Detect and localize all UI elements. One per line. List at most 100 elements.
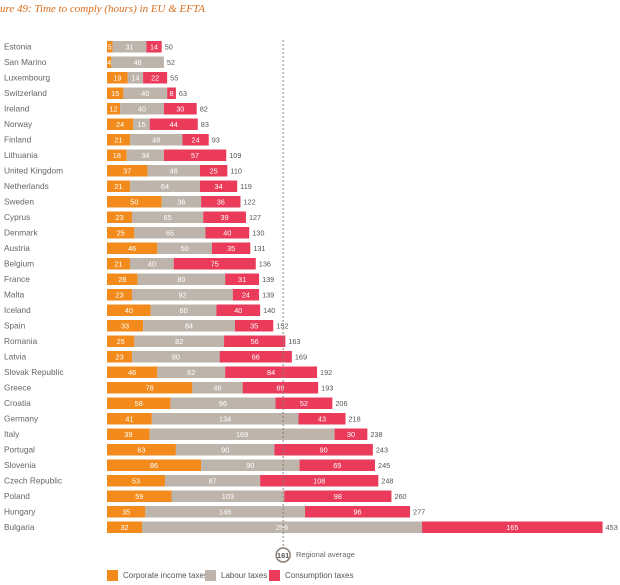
- bar-value-label-united-kingdom-0: 37: [123, 166, 131, 175]
- bar-total-label-finland: 93: [212, 135, 220, 144]
- bar-total-label-slovak-republic: 192: [320, 368, 332, 377]
- bar-total-label-sweden: 122: [243, 197, 255, 206]
- bar-total-label-norway: 83: [201, 120, 209, 129]
- bar-segment-portugal-0: [107, 444, 176, 456]
- legend-label-labour: Labour taxes: [221, 571, 268, 580]
- bar-segment-portugal-1: [175, 444, 275, 456]
- bar-total-label-hungary: 277: [413, 507, 425, 516]
- category-label-poland: Poland: [4, 491, 30, 501]
- legend-item-labour: Labour taxes: [205, 570, 267, 581]
- category-label-malta: Malta: [4, 289, 25, 299]
- bar-segment-austria-2: [212, 242, 251, 254]
- category-label-bulgaria: Bulgaria: [4, 522, 35, 532]
- bar-segment-netherlands-0: [107, 180, 130, 192]
- bar-segment-estonia-2: [146, 41, 162, 53]
- bar-segment-iceland-1: [150, 304, 217, 316]
- bar-segment-slovenia-0: [107, 459, 202, 471]
- category-label-sweden: Sweden: [4, 196, 34, 206]
- bar-value-label-iceland-1: 60: [180, 306, 188, 315]
- bar-value-label-iceland-2: 40: [234, 306, 242, 315]
- bar-total-label-czech-republic: 248: [381, 476, 393, 485]
- bar-segment-spain-2: [234, 320, 274, 332]
- bar-value-label-spain-2: 35: [250, 321, 258, 330]
- bar-segment-netherlands-2: [199, 180, 238, 192]
- bar-value-label-belgium-0: 21: [114, 259, 122, 268]
- bar-segment-slovenia-2: [299, 459, 376, 471]
- bar-segment-estonia-1: [112, 41, 147, 53]
- bar-value-label-finland-1: 48: [152, 135, 160, 144]
- bar-segment-croatia-1: [170, 397, 276, 409]
- bar-value-label-romania-0: 25: [117, 337, 125, 346]
- category-label-cyprus: Cyprus: [4, 212, 30, 222]
- bar-value-label-poland-1: 103: [222, 492, 234, 501]
- bar-value-label-bulgaria-0: 32: [120, 523, 128, 532]
- bar-segment-malta-1: [132, 289, 233, 301]
- bar-value-label-cyprus-2: 39: [221, 213, 229, 222]
- bar-value-label-belgium-2: 75: [211, 259, 219, 268]
- regional-average-value: 161: [277, 551, 289, 560]
- bar-value-label-sweden-2: 36: [217, 197, 225, 206]
- bar-segment-norway-0: [107, 118, 134, 130]
- bar-segment-czech-republic-1: [164, 475, 261, 487]
- bar-value-label-san-marino-0: 4: [107, 58, 111, 67]
- bar-value-label-malta-0: 23: [116, 290, 124, 299]
- bar-value-label-greece-1: 46: [213, 383, 221, 392]
- bar-segment-austria-0: [107, 242, 158, 254]
- bar-segment-hungary-0: [107, 506, 146, 518]
- bar-segment-slovak-republic-1: [157, 366, 226, 378]
- category-label-hungary: Hungary: [4, 506, 36, 516]
- bar-segment-italy-0: [107, 428, 150, 440]
- bar-value-label-cyprus-0: 23: [116, 213, 124, 222]
- bar-value-label-latvia-0: 23: [116, 352, 124, 361]
- bar-value-label-norway-0: 24: [116, 120, 124, 129]
- category-label-san-marino: San Marino: [4, 57, 47, 67]
- category-label-slovak-republic: Slovak Republic: [4, 367, 64, 377]
- category-label-spain: Spain: [4, 320, 26, 330]
- bar-total-label-cyprus: 127: [249, 213, 261, 222]
- bar-segment-netherlands-1: [129, 180, 200, 192]
- regional-average-marker: [275, 547, 291, 563]
- bar-segment-san-marino-1: [111, 56, 164, 68]
- bar-segment-bulgaria-0: [107, 521, 143, 533]
- bar-value-label-netherlands-0: 21: [114, 182, 122, 191]
- bar-segment-belgium-0: [107, 258, 130, 270]
- bar-segment-denmark-0: [107, 227, 135, 239]
- category-label-slovenia: Slovenia: [4, 460, 36, 470]
- bar-segment-finland-0: [107, 134, 130, 146]
- bar-value-label-united-kingdom-2: 25: [210, 166, 218, 175]
- bar-value-label-bulgaria-1: 256: [276, 523, 288, 532]
- bar-total-label-switzerland: 63: [179, 89, 187, 98]
- bar-segment-sweden-1: [161, 196, 202, 208]
- bar-segment-luxembourg-1: [127, 72, 144, 84]
- bar-total-label-croatia: 206: [335, 399, 347, 408]
- bar-segment-croatia-0: [107, 397, 171, 409]
- bar-total-label-poland: 260: [394, 492, 406, 501]
- category-label-denmark: Denmark: [4, 227, 39, 237]
- bar-value-label-latvia-2: 66: [252, 352, 260, 361]
- bar-value-label-luxembourg-0: 19: [113, 73, 121, 82]
- legend-item-corporate: Corporate income taxes: [107, 570, 208, 581]
- bar-segment-slovak-republic-0: [107, 366, 158, 378]
- bar-segment-france-0: [107, 273, 138, 285]
- bar-segment-norway-2: [149, 118, 198, 130]
- bar-value-label-denmark-1: 65: [166, 228, 174, 237]
- bar-segment-belgium-1: [129, 258, 174, 270]
- legend-swatch-consumption: [269, 570, 280, 581]
- category-label-romania: Romania: [4, 336, 38, 346]
- bar-value-label-france-1: 80: [177, 275, 185, 284]
- bar-value-label-united-kingdom-1: 48: [170, 166, 178, 175]
- bar-total-label-spain: 152: [276, 321, 288, 330]
- bar-segment-cyprus-1: [132, 211, 204, 223]
- bar-value-label-croatia-1: 96: [219, 399, 227, 408]
- bar-value-label-slovak-republic-1: 62: [187, 368, 195, 377]
- bar-segment-poland-0: [107, 490, 172, 502]
- bar-segment-lithuania-0: [107, 149, 127, 161]
- bar-value-label-hungary-1: 146: [219, 507, 231, 516]
- bar-segment-germany-1: [151, 413, 299, 425]
- bar-segment-cyprus-0: [107, 211, 133, 223]
- category-label-luxembourg: Luxembourg: [4, 72, 51, 82]
- category-label-belgium: Belgium: [4, 258, 34, 268]
- bar-value-label-sweden-0: 50: [130, 197, 138, 206]
- bar-value-label-portugal-1: 90: [221, 445, 229, 454]
